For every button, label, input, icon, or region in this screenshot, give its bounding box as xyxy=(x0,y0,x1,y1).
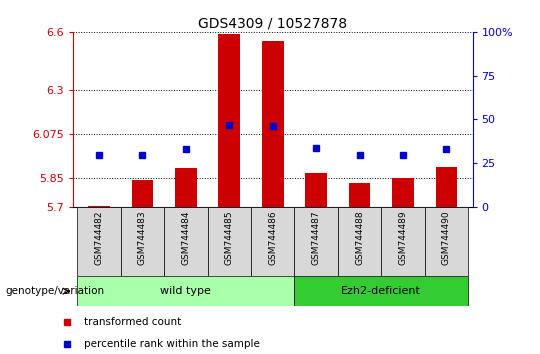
Text: GSM744482: GSM744482 xyxy=(94,211,104,265)
Text: transformed count: transformed count xyxy=(84,317,181,327)
Bar xyxy=(305,173,327,207)
Text: GSM744490: GSM744490 xyxy=(442,211,451,265)
Bar xyxy=(132,180,153,207)
Bar xyxy=(436,167,457,207)
Text: genotype/variation: genotype/variation xyxy=(5,286,105,296)
Text: GSM744489: GSM744489 xyxy=(399,211,408,265)
Text: Ezh2-deficient: Ezh2-deficient xyxy=(341,286,421,296)
FancyBboxPatch shape xyxy=(338,207,381,276)
Bar xyxy=(349,183,370,207)
Bar xyxy=(262,41,284,207)
Text: GSM744487: GSM744487 xyxy=(312,211,321,265)
Title: GDS4309 / 10527878: GDS4309 / 10527878 xyxy=(198,17,347,31)
Bar xyxy=(218,34,240,207)
FancyBboxPatch shape xyxy=(164,207,207,276)
Text: GSM744484: GSM744484 xyxy=(181,211,190,265)
Text: GSM744486: GSM744486 xyxy=(268,211,277,265)
Bar xyxy=(175,168,197,207)
Text: percentile rank within the sample: percentile rank within the sample xyxy=(84,339,260,349)
Text: wild type: wild type xyxy=(160,286,211,296)
Text: GSM744483: GSM744483 xyxy=(138,211,147,265)
FancyBboxPatch shape xyxy=(294,207,338,276)
FancyBboxPatch shape xyxy=(251,207,294,276)
FancyBboxPatch shape xyxy=(381,207,425,276)
FancyBboxPatch shape xyxy=(77,207,120,276)
Text: GSM744488: GSM744488 xyxy=(355,211,364,265)
Bar xyxy=(88,206,110,207)
FancyBboxPatch shape xyxy=(425,207,468,276)
FancyBboxPatch shape xyxy=(120,207,164,276)
FancyBboxPatch shape xyxy=(294,276,468,306)
FancyBboxPatch shape xyxy=(77,276,294,306)
FancyBboxPatch shape xyxy=(207,207,251,276)
Bar xyxy=(392,178,414,207)
Text: GSM744485: GSM744485 xyxy=(225,211,234,265)
